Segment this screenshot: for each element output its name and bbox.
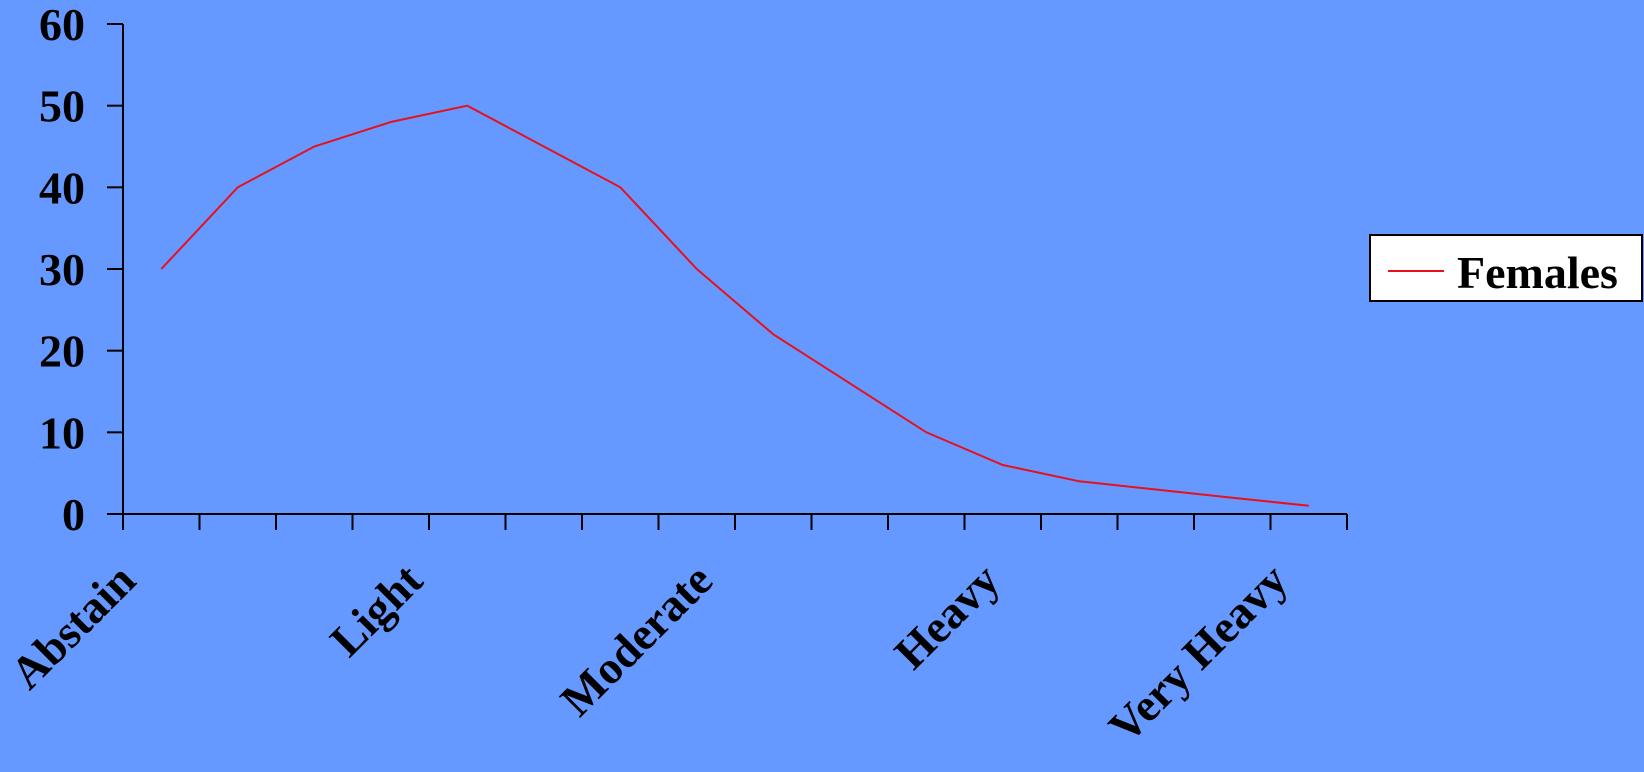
y-tick-label: 0 bbox=[62, 489, 85, 540]
x-category-label: Light bbox=[320, 554, 432, 666]
y-axis-ticks: 0 10 20 30 40 50 60 bbox=[39, 0, 123, 540]
legend-label-females: Females bbox=[1457, 247, 1618, 298]
x-category-label: Moderate bbox=[551, 554, 723, 726]
series-layer bbox=[160, 104, 1309, 507]
y-tick-label: 10 bbox=[39, 407, 85, 458]
x-category-label: Abstain bbox=[1, 554, 146, 699]
x-axis-ticks bbox=[122, 514, 1348, 530]
x-category-label: Heavy bbox=[884, 554, 1009, 679]
axes bbox=[122, 24, 1347, 515]
x-axis-category-labels: Abstain Light Moderate Heavy Very Heavy bbox=[1, 554, 1298, 753]
y-tick-label: 30 bbox=[39, 244, 85, 295]
y-tick-label: 60 bbox=[39, 0, 85, 50]
y-tick-label: 50 bbox=[39, 81, 85, 132]
series-line-females bbox=[160, 104, 1309, 507]
legend: Females bbox=[1369, 234, 1643, 302]
legend-box bbox=[1369, 234, 1643, 302]
x-category-label: Very Heavy bbox=[1099, 554, 1297, 752]
y-tick-label: 40 bbox=[39, 162, 85, 213]
y-tick-label: 20 bbox=[39, 326, 85, 377]
